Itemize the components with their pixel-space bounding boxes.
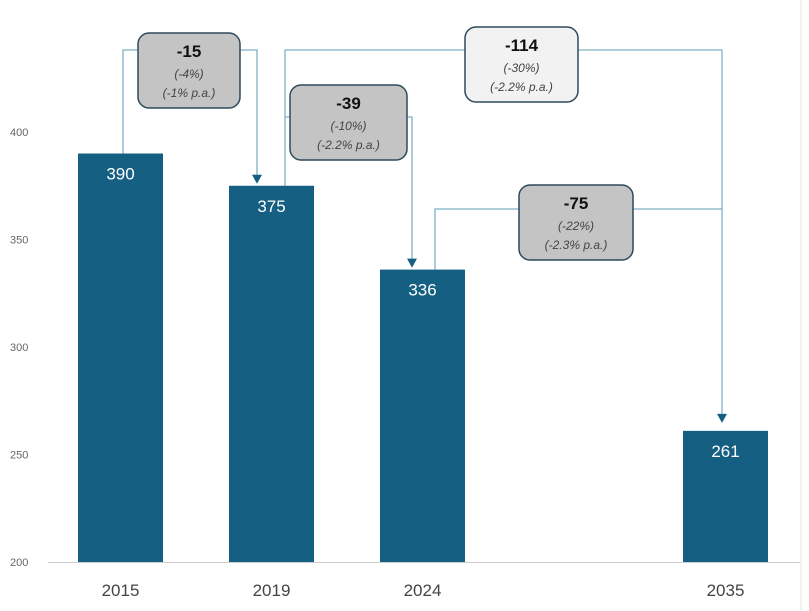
x-tick-label: 2024 bbox=[404, 581, 442, 600]
y-tick-label: 350 bbox=[10, 235, 28, 247]
annotation-box bbox=[518, 184, 634, 261]
annotation-per-annum: (-1% p.a.) bbox=[163, 86, 216, 100]
bar-data-label: 375 bbox=[257, 197, 285, 216]
bar-2019 bbox=[229, 185, 314, 562]
annotation-box bbox=[137, 32, 241, 109]
bar-2024 bbox=[380, 269, 465, 562]
x-tick-label: 2035 bbox=[707, 581, 745, 600]
annotation-box bbox=[464, 26, 579, 103]
annotation-percent: (-4%) bbox=[174, 67, 203, 81]
arrow-head-icon bbox=[717, 413, 727, 423]
bar-2015 bbox=[78, 153, 163, 562]
bar-data-label: 390 bbox=[106, 165, 134, 184]
y-tick-label: 250 bbox=[10, 450, 28, 462]
bar-data-label: 336 bbox=[408, 281, 436, 300]
bar-data-label: 261 bbox=[711, 442, 739, 461]
y-tick-label: 300 bbox=[10, 342, 28, 354]
x-tick-label: 2015 bbox=[102, 581, 140, 600]
annotation-value: -114 bbox=[505, 36, 539, 55]
y-tick-label: 400 bbox=[10, 127, 28, 139]
arrow-head-icon bbox=[252, 174, 262, 184]
x-tick-label: 2019 bbox=[253, 581, 291, 600]
arrow-head-icon bbox=[407, 258, 417, 268]
annotation-value: -75 bbox=[564, 194, 589, 213]
annotation-value: -15 bbox=[177, 42, 202, 61]
annotation-per-annum: (-2.3% p.a.) bbox=[545, 238, 608, 252]
annotation-percent: (-10%) bbox=[330, 119, 366, 133]
annotation-per-annum: (-2.2% p.a.) bbox=[317, 138, 380, 152]
annotation-per-annum: (-2.2% p.a.) bbox=[490, 80, 553, 94]
annotation-percent: (-22%) bbox=[558, 219, 594, 233]
annotation-percent: (-30%) bbox=[503, 61, 539, 75]
annotation-value: -39 bbox=[336, 94, 361, 113]
annotation-box bbox=[289, 84, 408, 161]
bar-2035 bbox=[683, 430, 768, 562]
y-tick-label: 200 bbox=[10, 557, 28, 569]
